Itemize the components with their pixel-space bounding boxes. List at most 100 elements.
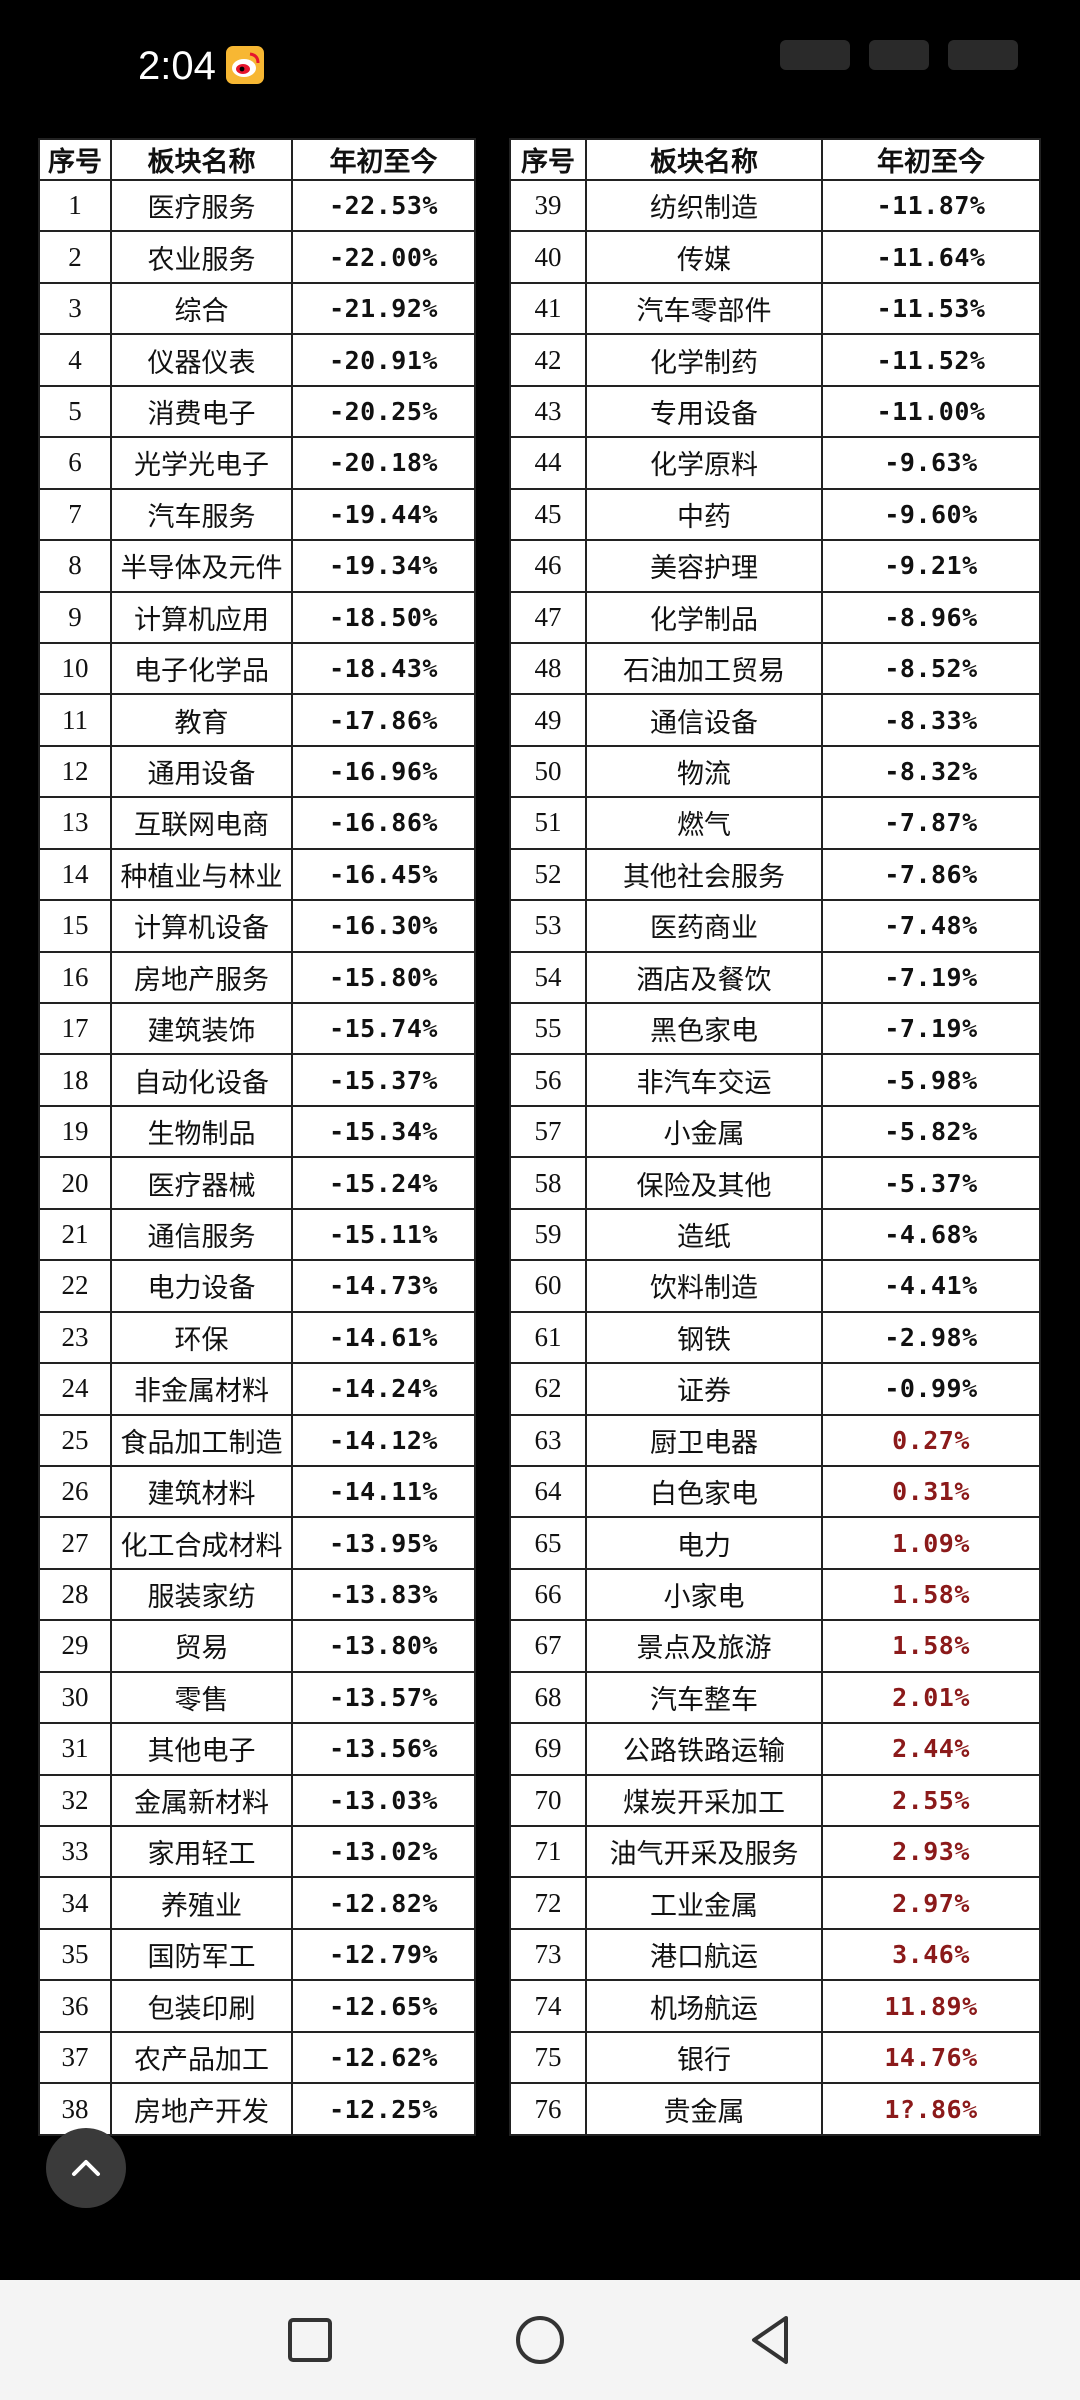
ytd-change: -18.50% xyxy=(291,590,476,644)
table-header-row: 序号 板块名称 年初至今 xyxy=(509,138,1041,181)
table-row: 5 消费电子 -20.25% xyxy=(38,384,476,439)
sector-name: 中药 xyxy=(585,487,823,542)
table-row: 20 医疗器械 -15.24% xyxy=(38,1156,476,1210)
row-index: 62 xyxy=(509,1362,587,1416)
ytd-change: 0.31% xyxy=(821,1464,1041,1519)
row-index: 37 xyxy=(38,2030,112,2085)
ytd-change: 2.44% xyxy=(821,1722,1041,1776)
table-row: 46 美容护理 -9.21% xyxy=(509,539,1041,593)
row-index: 44 xyxy=(509,436,587,490)
table-row: 13 互联网电商 -16.86% xyxy=(38,796,476,850)
table-row: 63 厨卫电器 0.27% xyxy=(509,1413,1041,1467)
header-name: 板块名称 xyxy=(110,138,293,181)
ytd-change: -12.62% xyxy=(291,2030,476,2085)
table-row: 16 房地产服务 -15.80% xyxy=(38,950,476,1005)
ytd-change: -11.53% xyxy=(821,281,1041,336)
table-row: 22 电力设备 -14.73% xyxy=(38,1259,476,1313)
ytd-change: 0.27% xyxy=(821,1413,1041,1467)
sector-name: 煤炭开采加工 xyxy=(585,1773,823,1828)
table-row: 50 物流 -8.32% xyxy=(509,744,1041,799)
ytd-change: -9.21% xyxy=(821,539,1041,593)
sector-name: 证券 xyxy=(585,1362,823,1416)
table-row: 55 黑色家电 -7.19% xyxy=(509,1001,1041,1056)
sector-name: 造纸 xyxy=(585,1207,823,1262)
table-row: 28 服装家纺 -13.83% xyxy=(38,1567,476,1622)
ytd-change: -13.95% xyxy=(291,1516,476,1570)
row-index: 71 xyxy=(509,1824,587,1879)
row-index: 48 xyxy=(509,641,587,696)
row-index: 6 xyxy=(38,436,112,490)
row-index: 75 xyxy=(509,2030,587,2085)
scroll-to-top-button[interactable] xyxy=(46,2128,126,2208)
ytd-change: -14.73% xyxy=(291,1259,476,1313)
ytd-change: -5.82% xyxy=(821,1104,1041,1159)
table-row: 76 贵金属 1?.86% xyxy=(509,2082,1041,2136)
ytd-change: 14.76% xyxy=(821,2030,1041,2085)
ytd-change: -13.57% xyxy=(291,1670,476,1725)
row-index: 49 xyxy=(509,693,587,747)
sector-name: 半导体及元件 xyxy=(110,539,293,593)
table-row: 69 公路铁路运输 2.44% xyxy=(509,1722,1041,1776)
row-index: 31 xyxy=(38,1722,112,1776)
ytd-change: -12.25% xyxy=(291,2082,476,2136)
row-index: 43 xyxy=(509,384,587,439)
header-name: 板块名称 xyxy=(585,138,823,181)
table-row: 23 环保 -14.61% xyxy=(38,1310,476,1365)
sector-name: 非汽车交运 xyxy=(585,1053,823,1107)
row-index: 25 xyxy=(38,1413,112,1467)
circle-icon[interactable] xyxy=(510,2310,570,2370)
row-index: 55 xyxy=(509,1001,587,1056)
table-row: 34 养殖业 -12.82% xyxy=(38,1876,476,1930)
row-index: 27 xyxy=(38,1516,112,1570)
triangle-back-icon[interactable] xyxy=(740,2310,800,2370)
ytd-change: 1.09% xyxy=(821,1516,1041,1570)
ytd-change: -15.11% xyxy=(291,1207,476,1262)
table-row: 42 化学制药 -11.52% xyxy=(509,333,1041,387)
sector-name: 仪器仪表 xyxy=(110,333,293,387)
row-index: 61 xyxy=(509,1310,587,1365)
sector-name: 消费电子 xyxy=(110,384,293,439)
sector-name: 医疗器械 xyxy=(110,1156,293,1210)
square-icon[interactable] xyxy=(280,2310,340,2370)
status-time: 2:04 xyxy=(138,44,216,88)
system-nav-bar xyxy=(0,2280,1080,2400)
row-index: 3 xyxy=(38,281,112,336)
sector-name: 环保 xyxy=(110,1310,293,1365)
sector-name: 公路铁路运输 xyxy=(585,1722,823,1776)
sector-name: 银行 xyxy=(585,2030,823,2085)
row-index: 47 xyxy=(509,590,587,644)
header-index: 序号 xyxy=(509,138,587,181)
sector-name: 非金属材料 xyxy=(110,1362,293,1416)
ytd-change: -7.19% xyxy=(821,1001,1041,1056)
ytd-change: -11.00% xyxy=(821,384,1041,439)
sector-name: 通信设备 xyxy=(585,693,823,747)
ytd-change: -4.41% xyxy=(821,1259,1041,1313)
row-index: 65 xyxy=(509,1516,587,1570)
ytd-change: -20.18% xyxy=(291,436,476,490)
table-row: 39 纺织制造 -11.87% xyxy=(509,178,1041,233)
sector-name: 综合 xyxy=(110,281,293,336)
row-index: 11 xyxy=(38,693,112,747)
ytd-change: -7.86% xyxy=(821,847,1041,902)
table-row: 8 半导体及元件 -19.34% xyxy=(38,539,476,593)
sector-name: 建筑材料 xyxy=(110,1464,293,1519)
table-row: 61 钢铁 -2.98% xyxy=(509,1310,1041,1365)
row-index: 24 xyxy=(38,1362,112,1416)
ytd-change: -16.30% xyxy=(291,899,476,953)
sector-name: 房地产开发 xyxy=(110,2082,293,2136)
row-index: 13 xyxy=(38,796,112,850)
table-row: 6 光学光电子 -20.18% xyxy=(38,436,476,490)
ytd-change: -14.24% xyxy=(291,1362,476,1416)
table-row: 7 汽车服务 -19.44% xyxy=(38,487,476,542)
row-index: 76 xyxy=(509,2082,587,2136)
table-row: 10 电子化学品 -18.43% xyxy=(38,641,476,696)
row-index: 74 xyxy=(509,1979,587,2033)
sector-table-right: 序号 板块名称 年初至今 39 纺织制造 -11.87% 40 传媒 -11.64% 41 汽… xyxy=(509,138,1041,2136)
sector-name: 汽车零部件 xyxy=(585,281,823,336)
row-index: 40 xyxy=(509,230,587,284)
ytd-change: -8.96% xyxy=(821,590,1041,644)
ytd-change: 2.55% xyxy=(821,1773,1041,1828)
table-row: 14 种植业与林业 -16.45% xyxy=(38,847,476,902)
sector-name: 农业服务 xyxy=(110,230,293,284)
sector-name: 通信服务 xyxy=(110,1207,293,1262)
